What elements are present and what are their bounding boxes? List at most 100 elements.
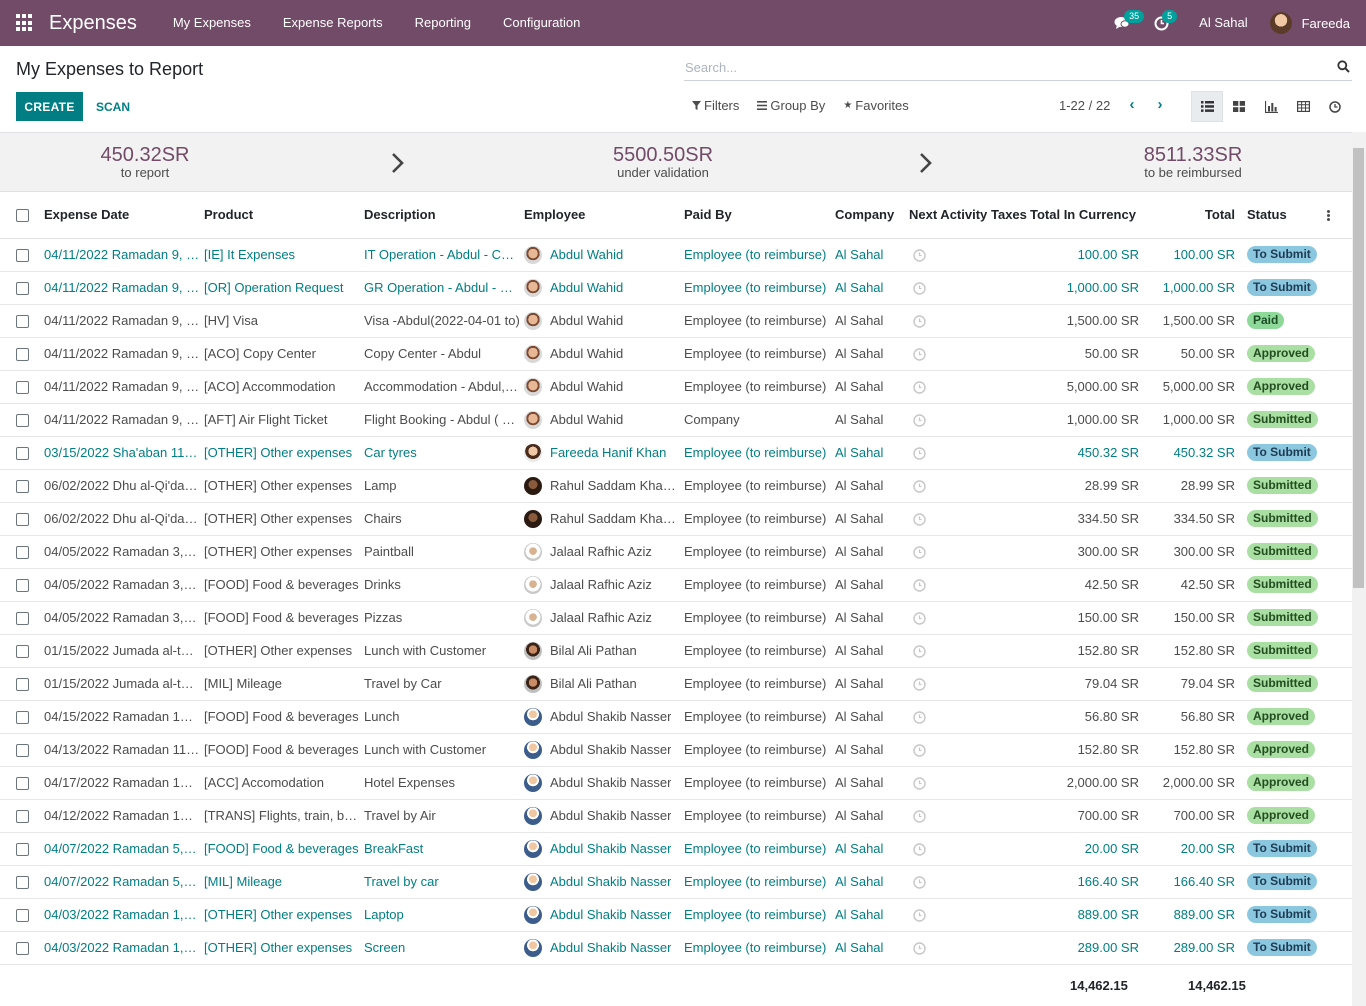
cell-taxes[interactable] xyxy=(987,898,1030,931)
cell-product[interactable]: [FOOD] Food & beverages xyxy=(204,742,359,757)
activity-clock-icon[interactable] xyxy=(913,282,926,295)
activity-clock-icon[interactable] xyxy=(913,909,926,922)
cell-total-currency[interactable]: 300.00 SR xyxy=(1077,544,1139,559)
pivot-view-button[interactable] xyxy=(1287,91,1319,122)
scan-button[interactable]: SCAN xyxy=(96,92,130,121)
row-checkbox[interactable] xyxy=(16,942,29,956)
cell-total-currency[interactable]: 28.99 SR xyxy=(1084,478,1139,493)
cell-taxes[interactable] xyxy=(987,700,1030,733)
activity-clock-icon[interactable] xyxy=(913,579,926,592)
cell-total[interactable]: 2,000.00 SR xyxy=(1162,775,1235,790)
col-next-activity[interactable]: Next Activity xyxy=(909,207,987,223)
cell-total-currency[interactable]: 166.40 SR xyxy=(1077,874,1139,889)
cell-total-currency[interactable]: 50.00 SR xyxy=(1084,346,1139,361)
cell-expense-date[interactable]: 04/03/2022 Ramadan 1, 1443 xyxy=(44,940,200,955)
cell-expense-date[interactable]: 04/03/2022 Ramadan 1, 1443 xyxy=(44,907,200,922)
row-checkbox[interactable] xyxy=(16,678,29,692)
cell-product[interactable]: [HV] Visa xyxy=(204,313,258,328)
table-row[interactable]: 03/15/2022 Sha'aban 11, 1443 [OTHER] Othe… xyxy=(0,436,1352,469)
cell-total[interactable]: 166.40 SR xyxy=(1173,874,1235,889)
cell-company[interactable]: Al Sahal xyxy=(835,775,884,790)
activity-clock-icon[interactable] xyxy=(913,645,926,658)
table-row[interactable]: 04/07/2022 Ramadan 5, 1443 [FOOD] Food & … xyxy=(0,832,1352,865)
cell-paid-by[interactable]: Employee (to reimburse) xyxy=(684,346,827,361)
cell-total[interactable]: 152.80 SR xyxy=(1173,643,1235,658)
cell-employee[interactable]: Abdul Wahid xyxy=(520,337,680,370)
cell-product[interactable]: [MIL] Mileage xyxy=(204,874,283,889)
cell-description[interactable]: BreakFast xyxy=(364,841,424,856)
cell-employee[interactable]: Jalaal Rafhic Aziz xyxy=(520,535,680,568)
cell-expense-date[interactable]: 04/15/2022 Ramadan 13, 1443 xyxy=(44,709,200,724)
optional-columns-icon[interactable] xyxy=(1327,209,1331,222)
cell-expense-date[interactable]: 04/11/2022 Ramadan 9, 1443 xyxy=(44,280,200,295)
cell-employee[interactable]: Abdul Shakib Nasser xyxy=(520,766,680,799)
cell-total[interactable]: 889.00 SR xyxy=(1173,907,1235,922)
cell-description[interactable]: IT Operation - Abdul - Computer xyxy=(364,247,520,262)
cell-total-currency[interactable]: 1,000.00 SR xyxy=(1066,280,1139,295)
cell-description[interactable]: Lunch with Customer xyxy=(364,742,487,757)
cell-status[interactable]: To Submit xyxy=(1243,238,1323,271)
activity-clock-icon[interactable] xyxy=(913,942,926,955)
cell-total[interactable]: 56.80 SR xyxy=(1180,709,1235,724)
row-checkbox[interactable] xyxy=(16,480,29,494)
cell-product[interactable]: [OTHER] Other expenses xyxy=(204,940,353,955)
cell-company[interactable]: Al Sahal xyxy=(835,478,884,493)
cell-total-currency[interactable]: 700.00 SR xyxy=(1077,808,1139,823)
cell-status[interactable]: Submitted xyxy=(1243,634,1323,667)
cell-employee[interactable]: Jalaal Rafhic Aziz xyxy=(520,568,680,601)
cell-total[interactable]: 334.50 SR xyxy=(1173,511,1235,526)
favorites-dropdown[interactable]: ★ Favorites xyxy=(843,98,908,113)
table-row[interactable]: 04/05/2022 Ramadan 3, 1443 [OTHER] Other … xyxy=(0,535,1352,568)
cell-expense-date[interactable]: 01/15/2022 Jumada al-thani 12, 1443 xyxy=(44,676,200,691)
cell-description[interactable]: Travel by Car xyxy=(364,676,442,691)
row-checkbox[interactable] xyxy=(16,315,29,329)
activity-clock-icon[interactable] xyxy=(913,678,926,691)
list-view-button[interactable] xyxy=(1191,91,1223,122)
row-checkbox[interactable] xyxy=(16,843,29,857)
activity-clock-icon[interactable] xyxy=(913,744,926,757)
cell-expense-date[interactable]: 06/02/2022 Dhu al-Qi'dah 2, 1443 xyxy=(44,478,200,493)
cell-product[interactable]: [OTHER] Other expenses xyxy=(204,478,353,493)
cell-product[interactable]: [FOOD] Food & beverages xyxy=(204,709,359,724)
pager-next-icon[interactable]: › xyxy=(1157,96,1163,113)
cell-paid-by[interactable]: Employee (to reimburse) xyxy=(684,478,827,493)
cell-description[interactable]: Lunch with Customer xyxy=(364,643,487,658)
col-total-currency[interactable]: Total In Currency xyxy=(1030,207,1136,223)
col-paid-by[interactable]: Paid By xyxy=(684,207,732,223)
table-row[interactable]: 06/02/2022 Dhu al-Qi'dah 2, 1443 [OTHER] … xyxy=(0,469,1352,502)
cell-company[interactable]: Al Sahal xyxy=(835,610,884,625)
table-row[interactable]: 01/15/2022 Jumada al-thani 12, 1443 [MIL]… xyxy=(0,667,1352,700)
cell-company[interactable]: Al Sahal xyxy=(835,808,884,823)
cell-taxes[interactable] xyxy=(987,931,1030,964)
cell-company[interactable]: Al Sahal xyxy=(835,346,884,361)
cell-total[interactable]: 150.00 SR xyxy=(1173,610,1235,625)
cell-taxes[interactable] xyxy=(987,403,1030,436)
pager-value[interactable]: 1-22 / 22 xyxy=(1059,98,1111,113)
company-switcher[interactable]: Al Sahal xyxy=(1199,15,1248,30)
cell-taxes[interactable] xyxy=(987,865,1030,898)
cell-paid-by[interactable]: Employee (to reimburse) xyxy=(684,907,827,922)
cell-total-currency[interactable]: 56.80 SR xyxy=(1084,709,1139,724)
row-checkbox[interactable] xyxy=(16,645,29,659)
cell-status[interactable]: Submitted xyxy=(1243,667,1323,700)
cell-description[interactable]: Copy Center - Abdul xyxy=(364,346,482,361)
cell-product[interactable]: [FOOD] Food & beverages xyxy=(204,610,359,625)
kanban-view-button[interactable] xyxy=(1223,91,1255,122)
cell-product[interactable]: [FOOD] Food & beverages xyxy=(204,841,359,856)
cell-company[interactable]: Al Sahal xyxy=(835,280,884,295)
cell-status[interactable]: Paid xyxy=(1243,304,1323,337)
cell-employee[interactable]: Abdul Wahid xyxy=(520,238,680,271)
table-row[interactable]: 04/11/2022 Ramadan 9, 1443 [IE] It Expens… xyxy=(0,238,1352,271)
table-row[interactable]: 04/11/2022 Ramadan 9, 1443 [HV] Visa Visa … xyxy=(0,304,1352,337)
cell-paid-by[interactable]: Employee (to reimburse) xyxy=(684,643,827,658)
cell-product[interactable]: [IE] It Expenses xyxy=(204,247,296,262)
cell-paid-by[interactable]: Employee (to reimburse) xyxy=(684,742,827,757)
cell-description[interactable]: Travel by Air xyxy=(364,808,436,823)
table-row[interactable]: 04/15/2022 Ramadan 13, 1443 [FOOD] Food &… xyxy=(0,700,1352,733)
row-checkbox[interactable] xyxy=(16,612,29,626)
cell-status[interactable]: Submitted xyxy=(1243,403,1323,436)
cell-status[interactable]: Submitted xyxy=(1243,568,1323,601)
activity-clock-icon[interactable] xyxy=(913,711,926,724)
activity-view-button[interactable] xyxy=(1319,91,1351,122)
row-checkbox[interactable] xyxy=(16,513,29,527)
